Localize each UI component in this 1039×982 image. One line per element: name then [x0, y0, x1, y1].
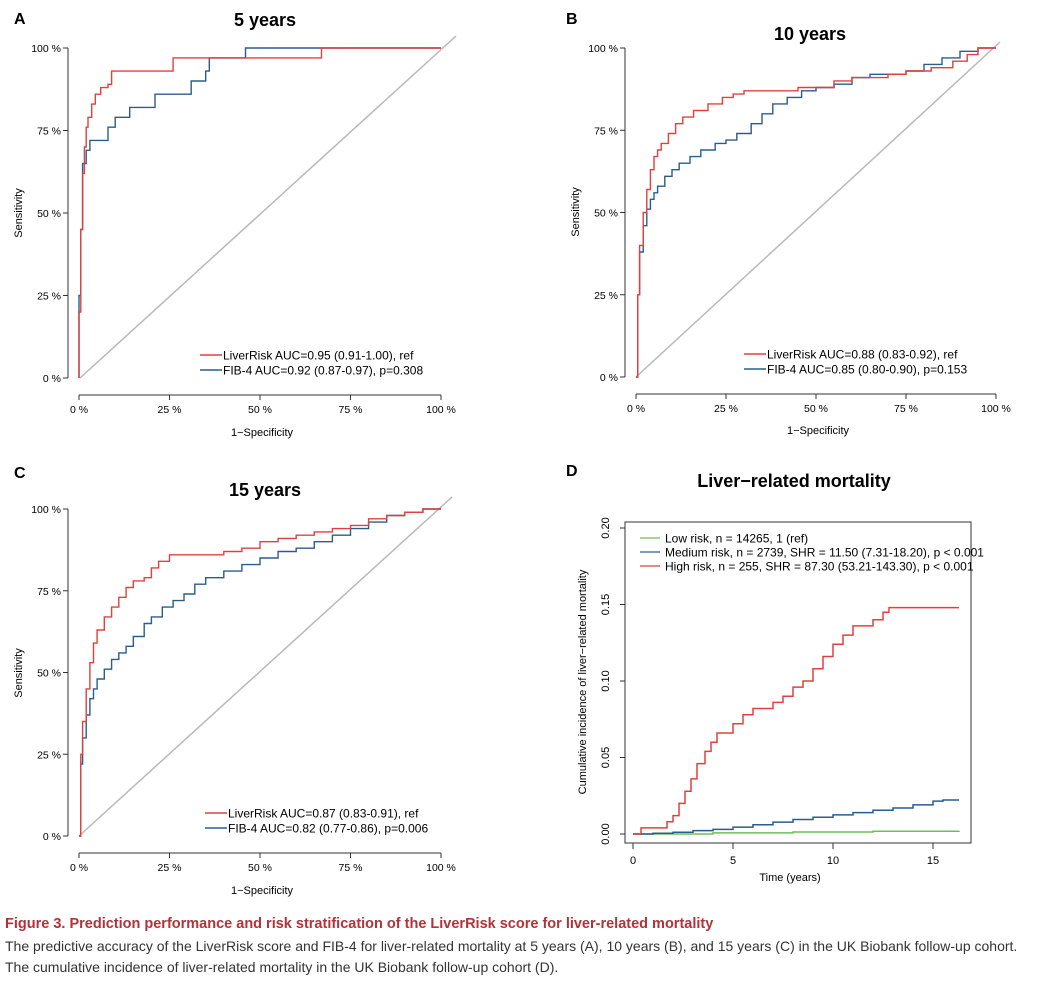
y-tick-label: 0.20 — [600, 517, 612, 538]
x-tick-label: 75 % — [339, 862, 363, 874]
y-tick-label: 50 % — [37, 208, 61, 220]
legend-label: Low risk, n = 14265, 1 (ref) — [665, 532, 808, 546]
panel-letter: B — [566, 11, 578, 28]
y-tick-label: 0.00 — [600, 823, 612, 844]
x-tick-label: 75 % — [894, 403, 918, 415]
y-tick-label: 100 % — [31, 504, 61, 516]
x-tick-label: 0 % — [70, 862, 88, 874]
legend-label: FIB-4 AUC=0.85 (0.80-0.90), p=0.153 — [767, 363, 967, 377]
plot-frame — [624, 521, 972, 844]
y-axis-label: Cumulative incidence of liver−related mo… — [577, 569, 589, 794]
y-tick-label: 0 % — [43, 373, 61, 385]
x-tick-label: 75 % — [339, 404, 363, 416]
chart-panel-b: B 10 years 0 % 25 % 50 % 75 % 100 % 0 % 25 % 50 %… — [566, 11, 1011, 437]
y-tick-label: 0 % — [43, 831, 61, 843]
chart-title: 15 years — [229, 480, 301, 500]
x-tick-label: 100 % — [981, 403, 1011, 415]
x-axis-label: 1−Specificity — [231, 885, 294, 897]
legend-label: High risk, n = 255, SHR = 87.30 (53.21-1… — [665, 560, 974, 574]
x-axis-label: Time (years) — [759, 872, 820, 884]
x-tick-label: 50 % — [804, 403, 828, 415]
y-tick-label: 75 % — [37, 586, 61, 598]
x-tick-label: 25 % — [158, 404, 182, 416]
x-axis-label: 1−Specificity — [787, 425, 850, 437]
panel-letter: D — [566, 463, 578, 480]
incidence-series-line — [633, 799, 959, 835]
x-tick-label: 15 — [927, 855, 939, 867]
y-tick-label: 100 % — [31, 43, 61, 55]
caption-text: The predictive accuracy of the LiverRisk… — [5, 938, 1018, 975]
reference-diagonal — [635, 41, 1001, 378]
incidence-series-line — [633, 830, 960, 835]
x-tick-label: 50 % — [248, 862, 272, 874]
panel-letter: A — [14, 11, 26, 28]
incidence-series-line — [633, 606, 959, 835]
legend-label: FIB-4 AUC=0.82 (0.77-0.86), p=0.006 — [228, 822, 428, 836]
chart-title: 5 years — [234, 10, 296, 30]
x-tick-label: 10 — [827, 855, 839, 867]
legend-label: LiverRisk AUC=0.88 (0.83-0.92), ref — [767, 348, 958, 362]
x-axis-label: 1−Specificity — [231, 427, 294, 439]
y-axis-label: Sensitivity — [13, 188, 25, 238]
chart-title: Liver−related mortality — [697, 471, 891, 491]
y-tick-label: 0.10 — [600, 670, 612, 691]
y-tick-label: 50 % — [594, 208, 618, 220]
y-tick-label: 100 % — [588, 43, 618, 55]
y-tick-label: 0 % — [600, 372, 618, 384]
roc-series-line — [79, 508, 441, 837]
legend-label: LiverRisk AUC=0.95 (0.91-1.00), ref — [223, 349, 414, 363]
roc-series-line — [636, 47, 996, 378]
roc-series-line — [78, 47, 441, 378]
x-tick-label: 0 % — [627, 403, 645, 415]
y-axis-label: Sensitivity — [570, 187, 582, 237]
y-tick-label: 25 % — [37, 291, 61, 303]
caption-title: Figure 3. Prediction performance and ris… — [5, 916, 714, 932]
reference-diagonal — [78, 496, 453, 837]
y-tick-label: 25 % — [594, 290, 618, 302]
y-tick-label: 25 % — [37, 749, 61, 761]
x-tick-label: 100 % — [426, 404, 456, 416]
legend-label: FIB-4 AUC=0.92 (0.87-0.97), p=0.308 — [223, 364, 423, 378]
x-tick-label: 25 % — [158, 862, 182, 874]
y-tick-label: 0.05 — [600, 747, 612, 768]
figure-caption: Figure 3. Prediction performance and ris… — [5, 916, 1035, 978]
x-tick-label: 100 % — [426, 862, 456, 874]
y-tick-label: 75 % — [37, 126, 61, 138]
chart-panel-c: C 15 years 0 % 25 % 50 % 75 % 100 % 0 % 25 % 50 %… — [13, 465, 456, 897]
x-tick-label: 5 — [730, 855, 736, 867]
x-tick-label: 0 — [630, 855, 636, 867]
y-tick-label: 75 % — [594, 125, 618, 137]
legend-label: Medium risk, n = 2739, SHR = 11.50 (7.31… — [665, 546, 984, 560]
x-tick-label: 25 % — [714, 403, 738, 415]
chart-title: 10 years — [774, 24, 846, 44]
y-tick-label: 0.15 — [600, 594, 612, 615]
y-axis-label: Sensitivity — [13, 648, 25, 698]
chart-panel-d: D Liver−related mortality 0.00 0.05 0.10 0.15… — [566, 463, 984, 884]
panel-letter: C — [14, 465, 26, 482]
roc-series-line — [78, 47, 441, 378]
chart-panel-a: A 5 years 0 % 25 % 50 % 75 % 100 % 0 % 25 % 50 % 7… — [13, 10, 457, 439]
reference-diagonal — [79, 35, 457, 379]
x-tick-label: 0 % — [70, 404, 88, 416]
x-tick-label: 50 % — [248, 404, 272, 416]
roc-series-line — [79, 508, 441, 837]
y-tick-label: 50 % — [37, 668, 61, 680]
legend-label: LiverRisk AUC=0.87 (0.83-0.91), ref — [228, 807, 419, 821]
